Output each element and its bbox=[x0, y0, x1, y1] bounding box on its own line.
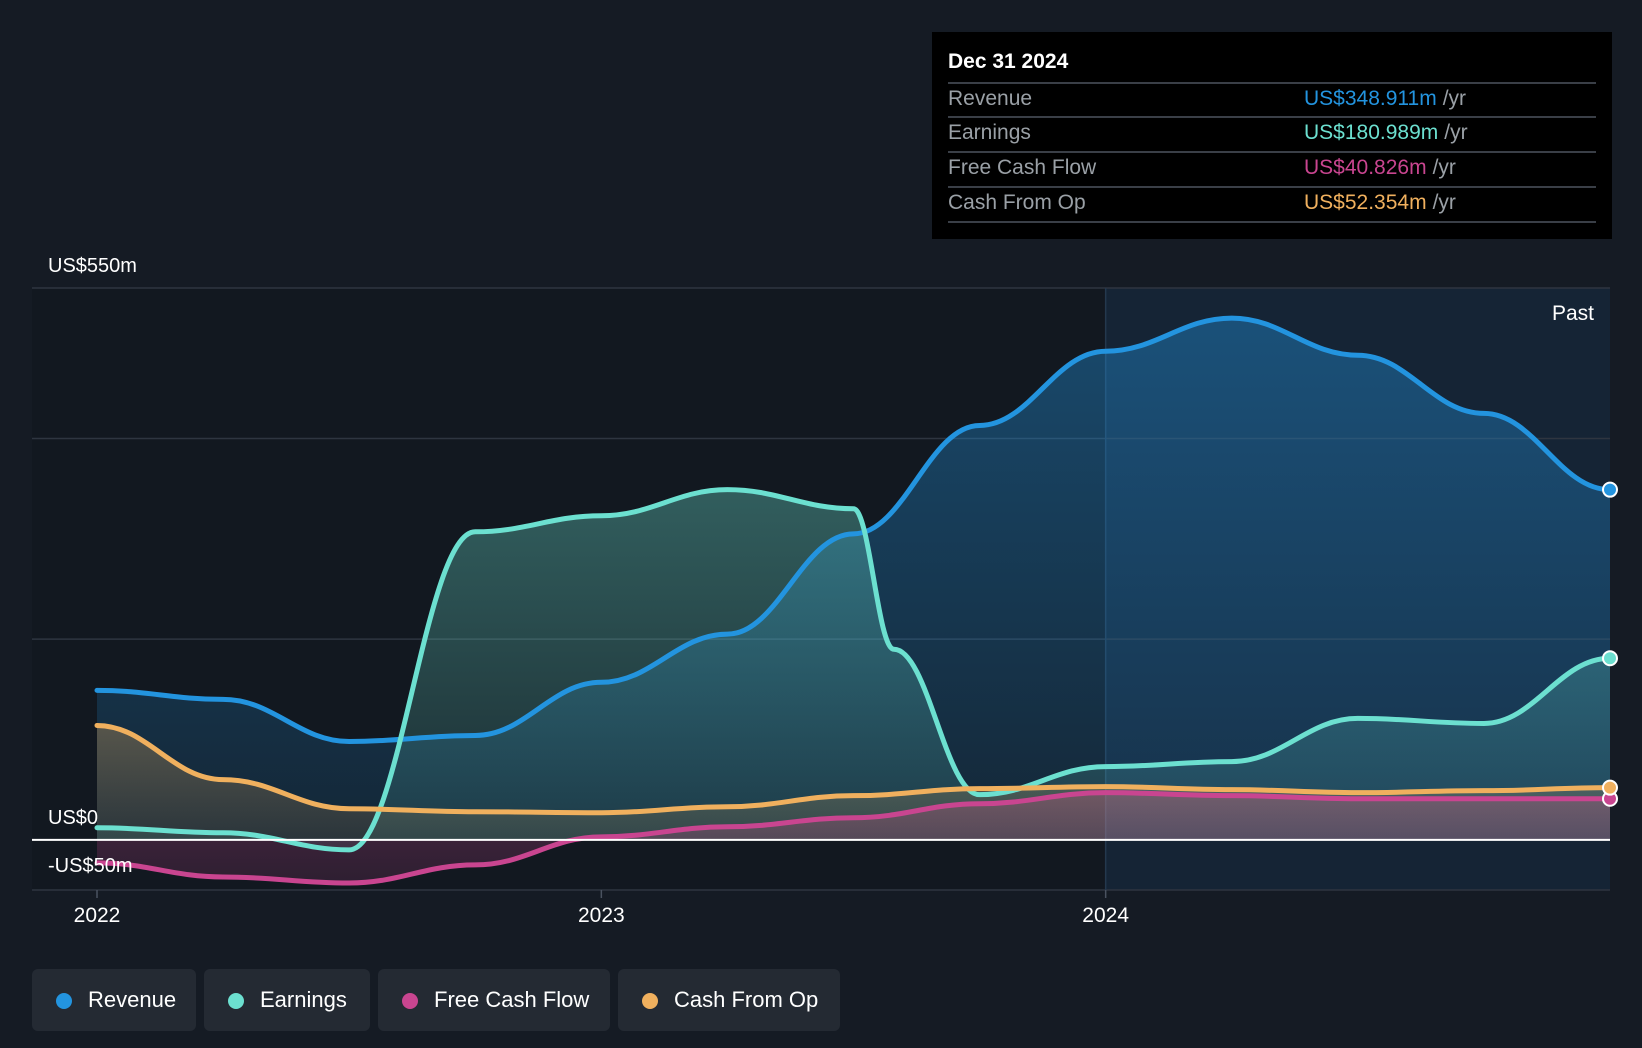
y-tick-label: US$0 bbox=[48, 807, 98, 829]
earnings-area bbox=[97, 489, 1610, 850]
tooltip-label: Free Cash Flow bbox=[948, 156, 1097, 179]
legend-item-earnings[interactable]: Earnings bbox=[204, 969, 370, 1031]
legend-item-cash-from-op[interactable]: Cash From Op bbox=[618, 969, 840, 1031]
tooltip-value: US$348.911m/yr bbox=[1304, 87, 1466, 111]
legend-dot-icon bbox=[228, 993, 244, 1009]
tooltip-value-text: US$52.354m bbox=[1304, 191, 1427, 214]
tooltip-label: Revenue bbox=[948, 87, 1033, 110]
tooltip-unit: /yr bbox=[1442, 87, 1467, 110]
earnings-line bbox=[94, 487, 1613, 853]
legend-label: Free Cash Flow bbox=[434, 987, 590, 1012]
revenue-end-point bbox=[1602, 481, 1618, 498]
tooltip-value-text: US$348.911m bbox=[1304, 87, 1437, 110]
legend-label: Earnings bbox=[260, 987, 347, 1012]
cash-from-op-area bbox=[97, 725, 1610, 840]
x-tick-label: 2024 bbox=[1082, 904, 1129, 927]
revenue-line bbox=[94, 315, 1613, 745]
tooltip-value: US$40.826m/yr bbox=[1304, 156, 1456, 180]
legend-dot-icon bbox=[642, 993, 658, 1009]
x-tick-label: 2022 bbox=[74, 904, 121, 927]
cash-from-op-end-point bbox=[1602, 779, 1618, 796]
legend-item-free-cash-flow[interactable]: Free Cash Flow bbox=[378, 969, 610, 1031]
tooltip-label: Earnings bbox=[948, 121, 1031, 144]
tooltip-value: US$180.989m/yr bbox=[1304, 121, 1468, 145]
tooltip-panel: Dec 31 2024 Revenue US$348.911m/yr Earni… bbox=[932, 32, 1612, 239]
tooltip-row-cash-from-op: Cash From Op US$52.354m/yr bbox=[948, 186, 1596, 222]
tooltip-date: Dec 31 2024 bbox=[948, 50, 1069, 73]
past-label: Past bbox=[1552, 302, 1594, 325]
tooltip-row-free-cash-flow: Free Cash Flow US$40.826m/yr bbox=[948, 151, 1596, 187]
y-tick-label: US$550m bbox=[48, 255, 137, 277]
legend-dot-icon bbox=[402, 993, 418, 1009]
y-tick-label: -US$50m bbox=[48, 855, 132, 877]
earnings-end-point bbox=[1602, 650, 1618, 667]
legend-label: Revenue bbox=[88, 987, 177, 1012]
tooltip-label: Cash From Op bbox=[948, 191, 1086, 214]
tooltip-row-revenue: Revenue US$348.911m/yr bbox=[948, 82, 1596, 118]
tooltip-unit: /yr bbox=[1432, 156, 1456, 179]
tooltip-unit: /yr bbox=[1444, 121, 1468, 144]
tooltip-value-text: US$40.826m bbox=[1304, 156, 1427, 179]
x-tick-label: 2023 bbox=[578, 904, 625, 927]
cash-from-op-line bbox=[94, 722, 1613, 816]
tooltip-value: US$52.354m/yr bbox=[1304, 191, 1456, 215]
tooltip-unit: /yr bbox=[1432, 191, 1456, 214]
legend-label: Cash From Op bbox=[674, 987, 819, 1012]
legend-item-revenue[interactable]: Revenue bbox=[32, 969, 196, 1031]
legend-dot-icon bbox=[56, 993, 72, 1009]
tooltip-row-earnings: Earnings US$180.989m/yr bbox=[948, 116, 1596, 152]
tooltip-value-text: US$180.989m bbox=[1304, 121, 1439, 144]
free-cash-flow-line bbox=[94, 790, 1613, 886]
tooltip-divider bbox=[948, 221, 1596, 223]
